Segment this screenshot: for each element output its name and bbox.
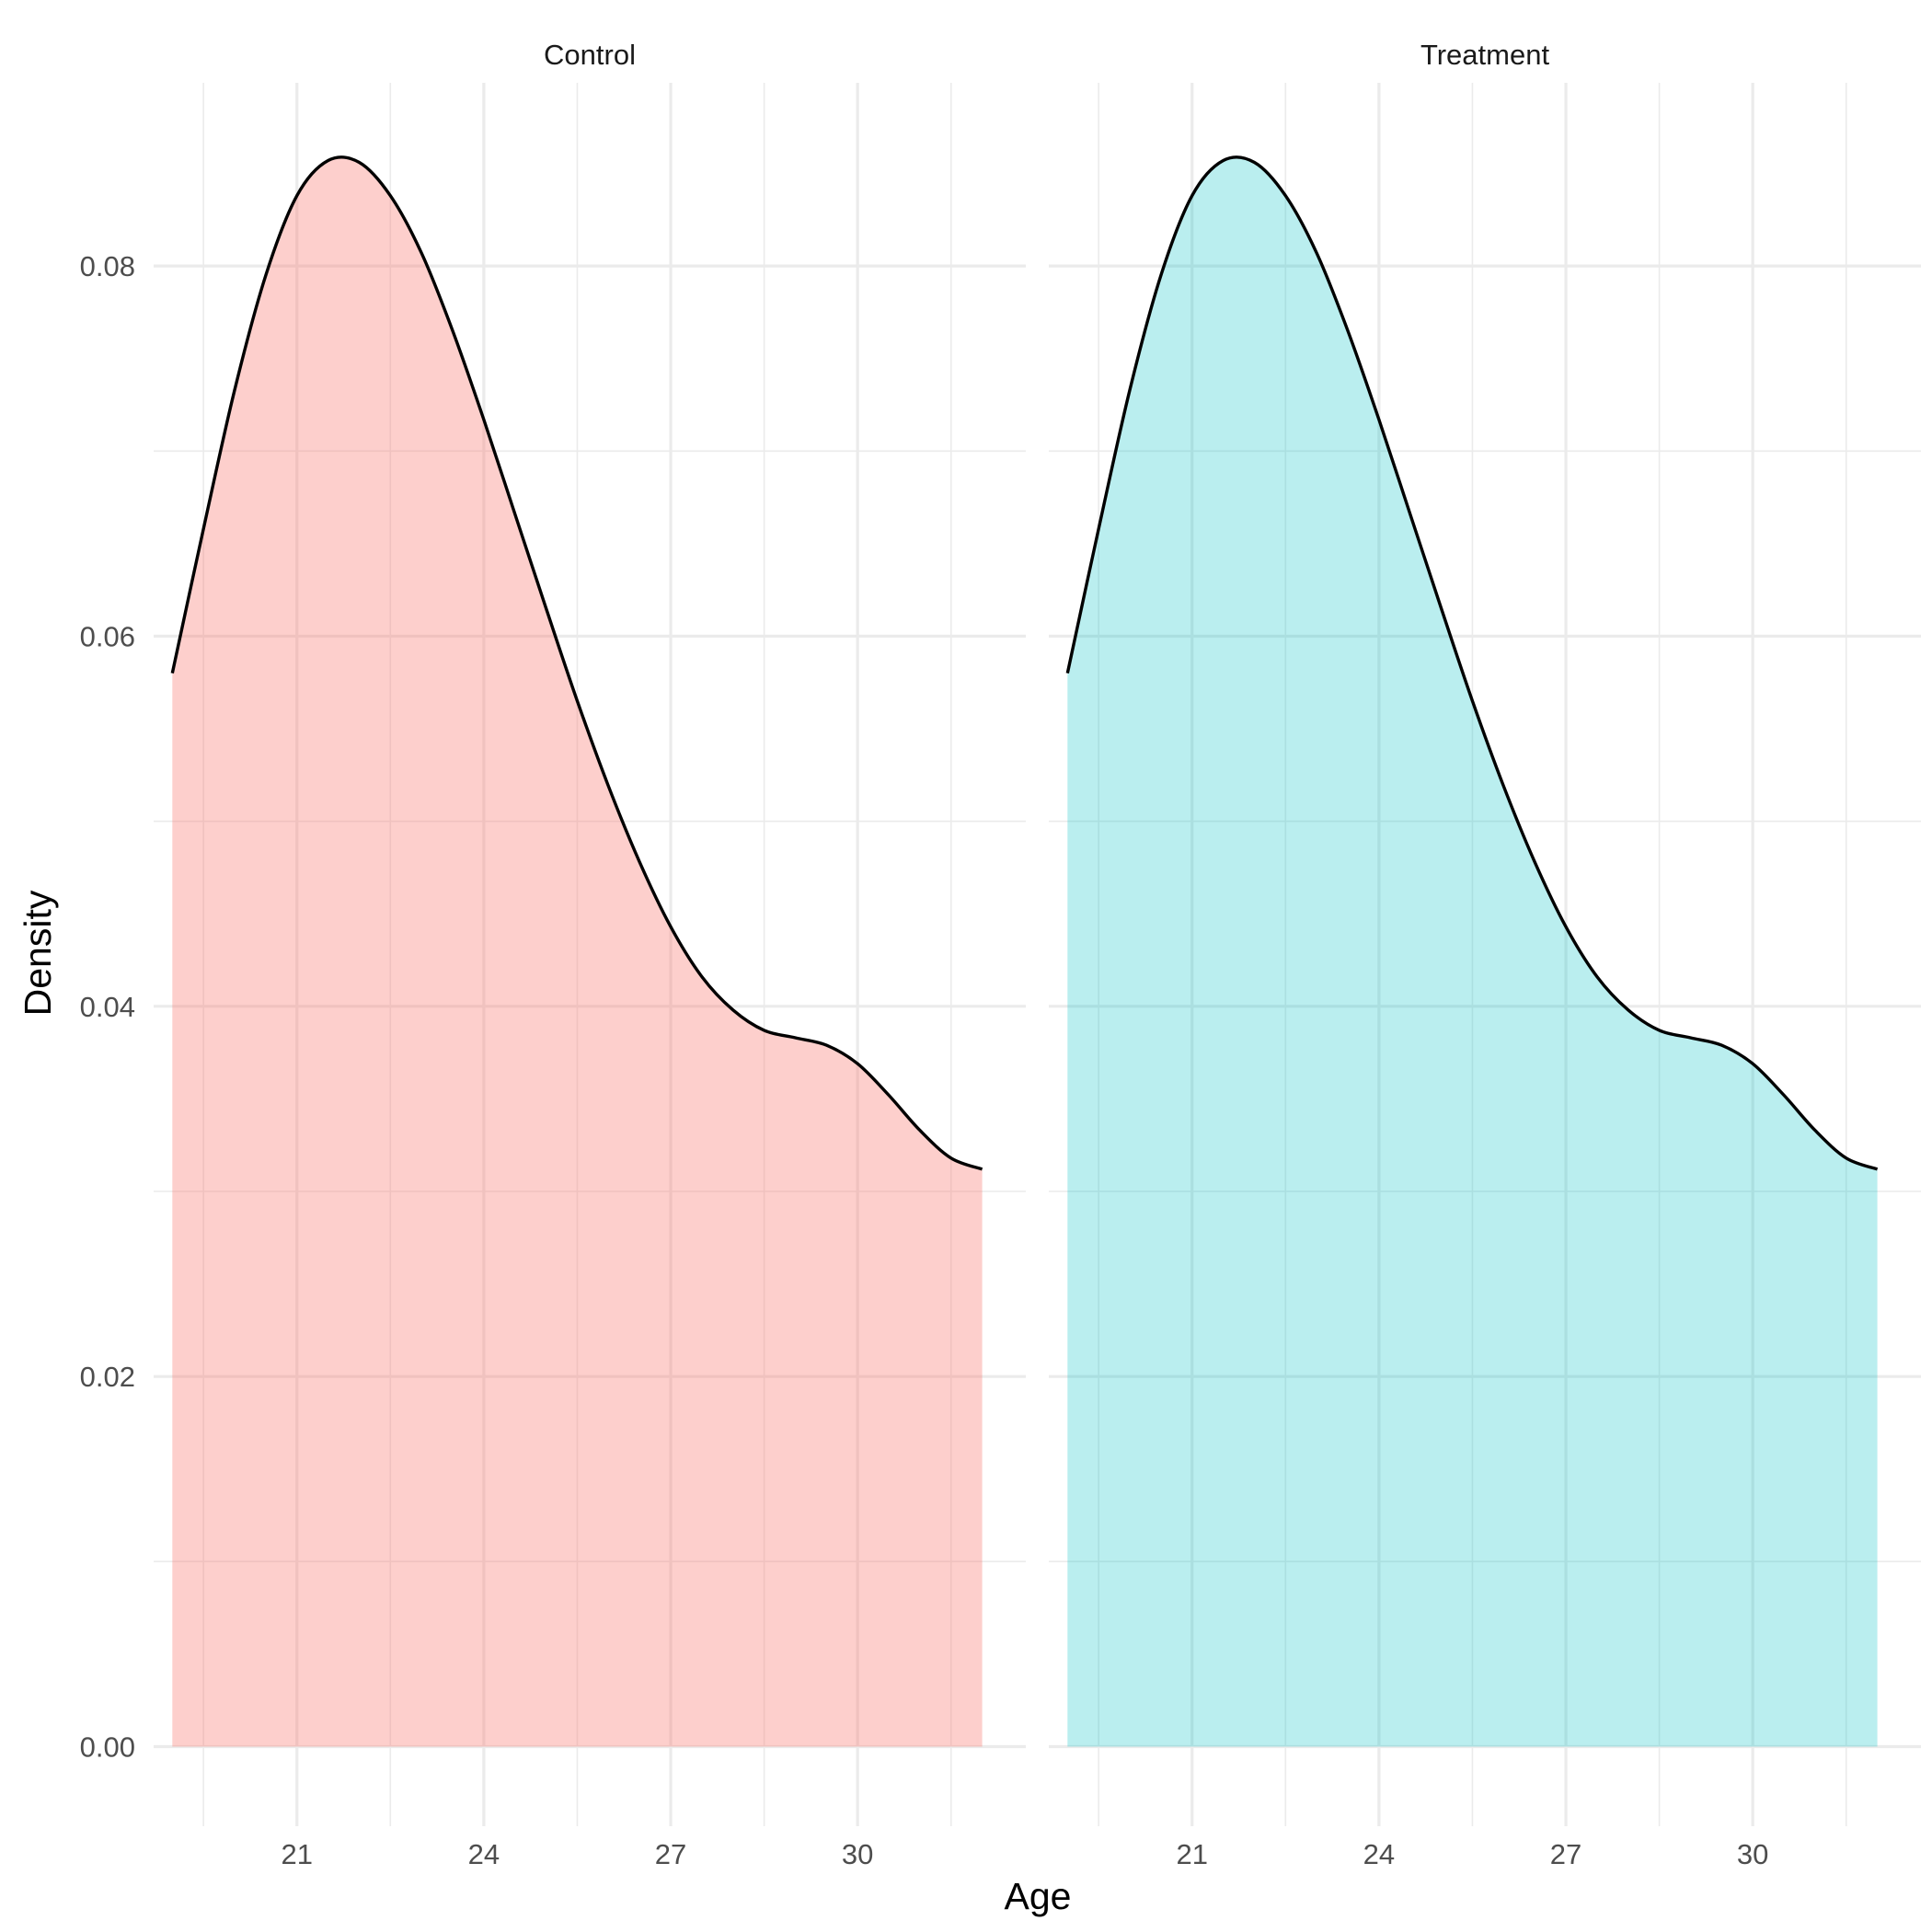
density-line-control bbox=[170, 155, 983, 1171]
facet-strip-label: Treatment bbox=[1420, 39, 1550, 71]
x-tick-label: 30 bbox=[842, 1838, 873, 1870]
facet-panel-control: Control 21 24 27 30 0.00 0.02 0.04 0.06 0.08 bbox=[80, 39, 1026, 1870]
x-tick-label: 30 bbox=[1737, 1838, 1768, 1870]
x-tick-label: 21 bbox=[282, 1838, 313, 1870]
y-tick-label: 0.08 bbox=[80, 250, 135, 282]
y-tick-label: 0.04 bbox=[80, 991, 135, 1023]
x-tick-label: 24 bbox=[1363, 1838, 1395, 1870]
x-axis-title: Age bbox=[1005, 1875, 1072, 1917]
x-tick-label: 21 bbox=[1177, 1838, 1208, 1870]
y-tick-label: 0.02 bbox=[80, 1361, 135, 1393]
panels-layer: Control 21 24 27 30 0.00 0.02 0.04 0.06 0.08 Treat… bbox=[80, 39, 1921, 1870]
y-tick-label: 0.00 bbox=[80, 1731, 135, 1763]
y-tick-label: 0.06 bbox=[80, 620, 135, 652]
x-tick-label: 27 bbox=[655, 1838, 686, 1870]
density-area-treatment bbox=[1067, 156, 1878, 1747]
density-line-treatment bbox=[1065, 155, 1879, 1171]
facet-strip-label: Control bbox=[544, 39, 636, 71]
facet-panel-treatment: Treatment 21 24 27 30 bbox=[1049, 39, 1921, 1870]
x-tick-label: 24 bbox=[468, 1838, 500, 1870]
x-tick-label: 27 bbox=[1550, 1838, 1581, 1870]
y-axis-title: Density bbox=[17, 890, 59, 1016]
density-area-control bbox=[172, 156, 983, 1747]
